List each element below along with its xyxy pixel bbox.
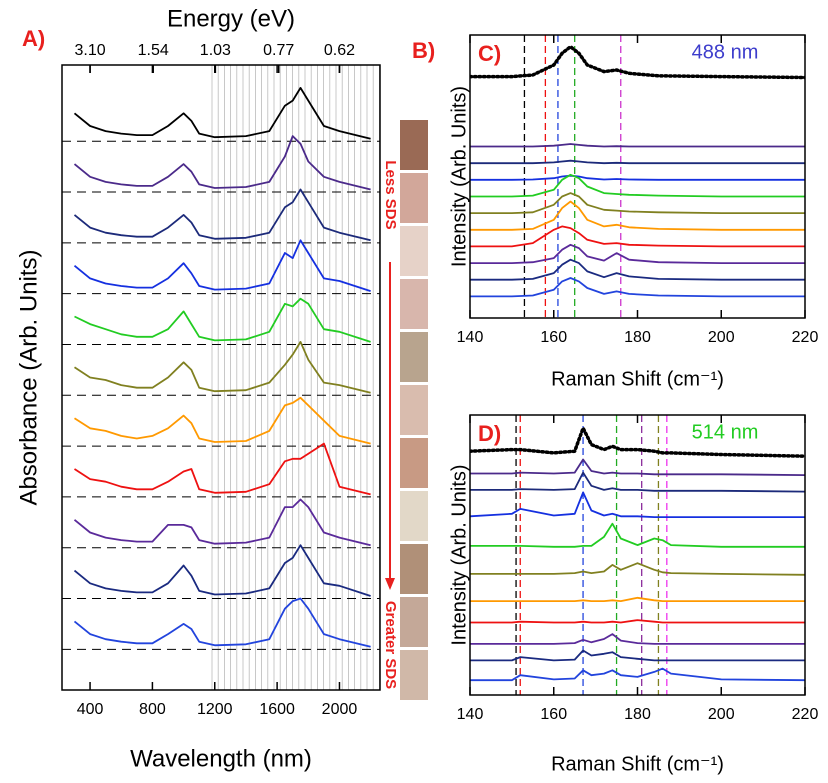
- vial: [400, 491, 428, 541]
- x2-tick-label: 1.03: [200, 42, 231, 59]
- spectrum: [470, 649, 805, 662]
- vial: [400, 120, 428, 170]
- x-tick-label: 180: [624, 706, 651, 723]
- spectrum: [74, 297, 371, 343]
- vial: [400, 279, 428, 329]
- x-tick-label: 800: [139, 701, 166, 718]
- x-axis-label: Raman Shift (cm⁻¹): [551, 753, 724, 775]
- spectrum: [470, 159, 805, 165]
- spectrum: [470, 225, 805, 248]
- plot-area: [470, 426, 805, 682]
- annotation: Less SDS: [382, 160, 399, 229]
- plot-frame: [61, 64, 381, 691]
- plot-frame: [469, 414, 806, 696]
- x-axis-label: Raman Shift (cm⁻¹): [551, 368, 724, 390]
- spectrum: [470, 667, 805, 682]
- x-tick-label: 160: [540, 329, 567, 346]
- x-axis-label: Wavelength (nm): [130, 745, 312, 772]
- spectrum: [73, 239, 371, 292]
- spectrum: [73, 87, 371, 140]
- spectrum: [470, 562, 805, 576]
- spectrum: [470, 243, 805, 264]
- x-tick-label: 200: [708, 706, 735, 723]
- plot-area: [73, 87, 371, 648]
- spectrum: [74, 442, 371, 496]
- y-axis-label: Intensity (Arb. Units): [448, 464, 470, 645]
- x2-tick-label: 0.77: [263, 42, 294, 59]
- laser-label: 514 nm: [692, 421, 759, 443]
- x-tick-label: 220: [792, 706, 819, 723]
- vial: [400, 544, 428, 594]
- x-tick-label: 140: [457, 329, 484, 346]
- x-tick-label: 180: [624, 329, 651, 346]
- x2-tick-label: 3.10: [74, 42, 105, 59]
- panel-label: B): [412, 38, 435, 63]
- x-tick-label: 140: [457, 706, 484, 723]
- vial: [400, 650, 428, 700]
- spectrum: [470, 458, 805, 476]
- spectrum: [73, 135, 371, 191]
- spectrum: [470, 174, 805, 181]
- x-tick-label: 1600: [259, 701, 295, 718]
- spectrum: [470, 258, 805, 281]
- x2-axis-label: Energy (eV): [167, 5, 295, 32]
- vial: [400, 173, 428, 223]
- spectrum: [74, 396, 371, 445]
- spectrum: [470, 491, 805, 518]
- panel-label: A): [22, 26, 45, 51]
- spectrum: [470, 44, 805, 80]
- vial: [400, 226, 428, 276]
- panel-label: D): [478, 421, 501, 446]
- spectrum: [470, 192, 805, 214]
- spectrum: [470, 633, 805, 645]
- x2-tick-label: 1.54: [138, 42, 169, 59]
- spectrum: [470, 277, 805, 298]
- vial: [400, 332, 428, 382]
- vial-photos: [400, 120, 428, 700]
- spectrum: [470, 596, 805, 602]
- x-tick-label: 160: [540, 706, 567, 723]
- spectrum: [470, 426, 805, 458]
- y-axis-label: Intensity (Arb. Units): [448, 86, 470, 267]
- spectrum: [470, 173, 805, 198]
- laser-label: 488 nm: [692, 41, 759, 63]
- vial: [400, 597, 428, 647]
- spectrum: [470, 200, 805, 231]
- panel-label: C): [478, 41, 501, 66]
- spectrum: [470, 522, 805, 548]
- spectrum: [73, 188, 371, 242]
- x-tick-label: 1200: [197, 701, 233, 718]
- spectrum: [73, 498, 371, 547]
- x-tick-label: 2000: [322, 701, 358, 718]
- plot-area: [470, 44, 805, 298]
- vial: [400, 438, 428, 488]
- spectrum: [470, 143, 805, 148]
- y-axis-label: Absorbance (Arb. Units): [15, 249, 42, 505]
- plot-frame: [469, 34, 806, 319]
- spectrum: [73, 597, 371, 648]
- spectrum: [470, 471, 805, 493]
- spectrum: [73, 544, 371, 597]
- annotation: Greater SDS: [382, 601, 399, 689]
- x-tick-label: 400: [77, 701, 104, 718]
- arrow-head: [385, 578, 395, 590]
- vial: [400, 385, 428, 435]
- x-tick-label: 200: [708, 329, 735, 346]
- spectrum: [470, 619, 805, 624]
- spectrum: [74, 341, 371, 394]
- x2-tick-label: 0.62: [324, 42, 355, 59]
- x-tick-label: 220: [792, 329, 819, 346]
